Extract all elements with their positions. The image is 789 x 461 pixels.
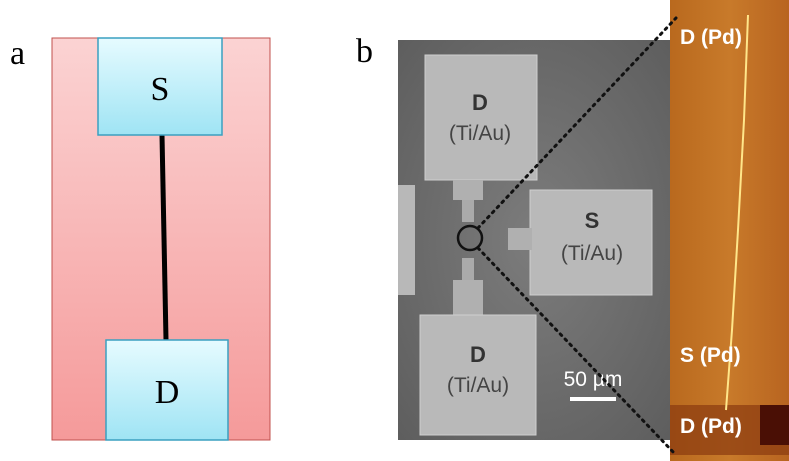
figure: a S D b D (Ti/Au) S (Ti/Au) D (Ti/Au) 50… xyxy=(0,0,789,461)
pad-material: (Ti/Au) xyxy=(561,242,623,265)
afm-electrode xyxy=(760,405,789,445)
panel-label: a xyxy=(10,35,25,72)
pad-name: D xyxy=(472,90,488,115)
lead xyxy=(462,258,474,280)
panel-label: b xyxy=(356,33,373,70)
afm-label: D (Pd) xyxy=(680,415,742,438)
pad-material: (Ti/Au) xyxy=(447,374,509,397)
lead xyxy=(453,180,483,200)
lead xyxy=(453,280,483,315)
pad-name: D xyxy=(470,342,486,367)
electrode-label: S xyxy=(151,71,170,108)
pad xyxy=(425,55,537,180)
lead xyxy=(462,200,474,222)
lead xyxy=(508,228,532,250)
afm-label: D (Pd) xyxy=(680,26,742,49)
pad xyxy=(398,185,415,295)
panel-b: b D (Ti/Au) S (Ti/Au) D (Ti/Au) 50 µm D … xyxy=(356,0,789,461)
pad-name: S xyxy=(585,208,600,233)
afm-label: S (Pd) xyxy=(680,344,741,367)
afm-image xyxy=(670,0,789,461)
panel-a: a S D xyxy=(10,35,270,440)
electrode-label: D xyxy=(155,374,180,411)
scale-bar-label: 50 µm xyxy=(564,368,623,391)
pad-material: (Ti/Au) xyxy=(449,122,511,145)
